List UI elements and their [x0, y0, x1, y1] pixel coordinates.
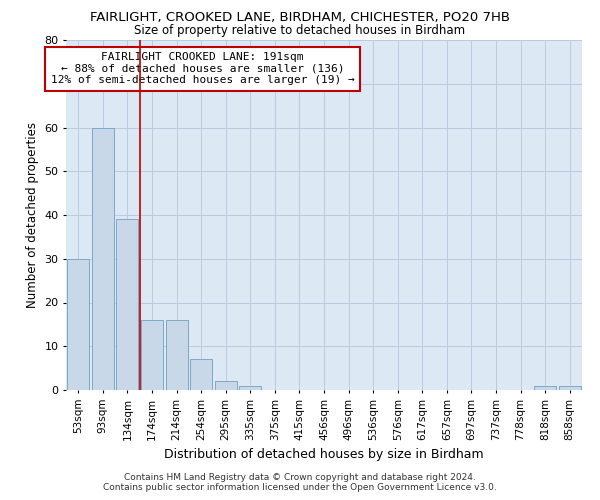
- Bar: [534, 386, 556, 390]
- Text: FAIRLIGHT, CROOKED LANE, BIRDHAM, CHICHESTER, PO20 7HB: FAIRLIGHT, CROOKED LANE, BIRDHAM, CHICHE…: [90, 11, 510, 24]
- Bar: [190, 360, 212, 390]
- Y-axis label: Number of detached properties: Number of detached properties: [26, 122, 38, 308]
- Bar: [92, 128, 114, 390]
- Bar: [559, 386, 581, 390]
- Text: FAIRLIGHT CROOKED LANE: 191sqm
← 88% of detached houses are smaller (136)
12% of: FAIRLIGHT CROOKED LANE: 191sqm ← 88% of …: [51, 52, 355, 86]
- Text: Contains HM Land Registry data © Crown copyright and database right 2024.
Contai: Contains HM Land Registry data © Crown c…: [103, 473, 497, 492]
- Bar: [239, 386, 262, 390]
- Bar: [215, 381, 237, 390]
- Bar: [116, 220, 139, 390]
- Bar: [166, 320, 188, 390]
- Bar: [67, 259, 89, 390]
- Text: Size of property relative to detached houses in Birdham: Size of property relative to detached ho…: [134, 24, 466, 37]
- X-axis label: Distribution of detached houses by size in Birdham: Distribution of detached houses by size …: [164, 448, 484, 461]
- Bar: [141, 320, 163, 390]
